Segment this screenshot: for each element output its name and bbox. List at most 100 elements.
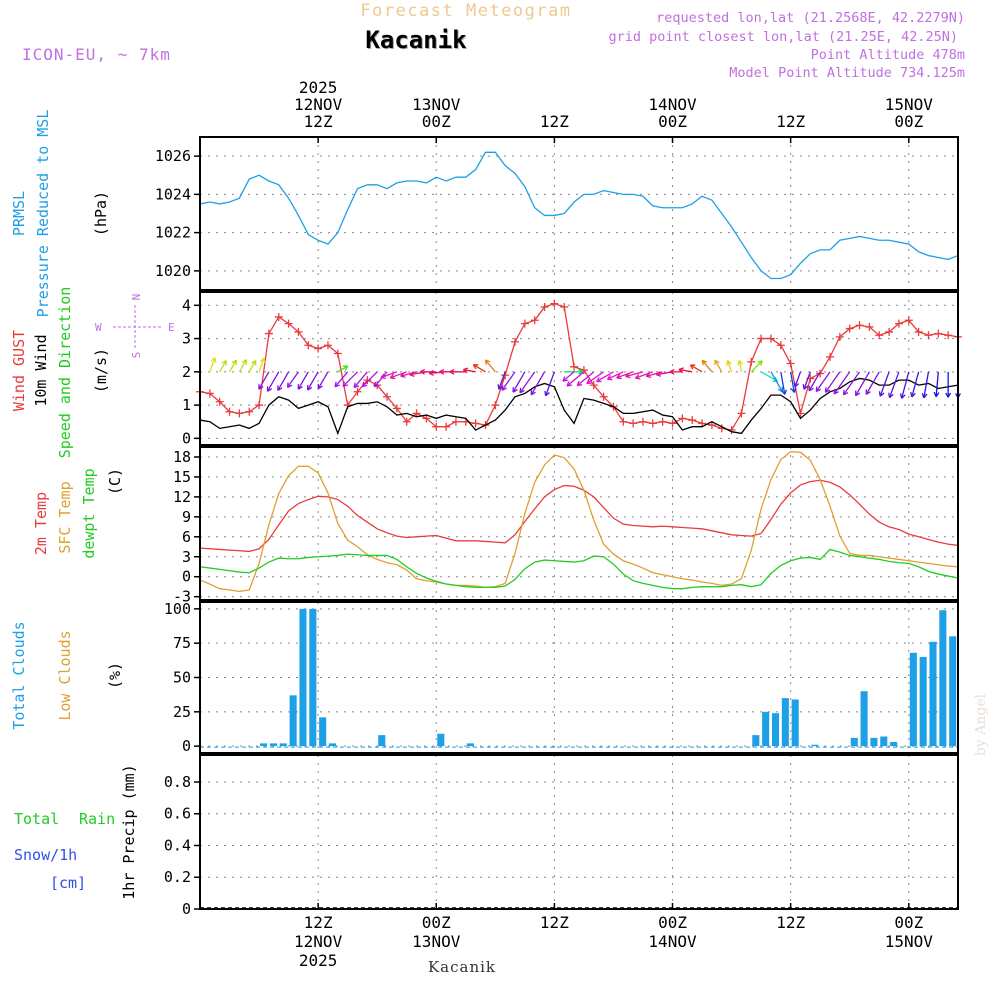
cloud-bar xyxy=(771,713,780,747)
wind-arrow-head xyxy=(258,384,264,390)
gust-marker xyxy=(638,417,647,426)
y-tick-label: 4 xyxy=(182,296,191,314)
wind-arrow-head xyxy=(241,359,248,365)
y-tick-label: 1026 xyxy=(155,147,191,165)
cloud-bar xyxy=(299,608,307,747)
cloud-bar xyxy=(811,744,819,747)
ylabel-2m-temp: 2m Temp xyxy=(32,492,50,555)
wind-arrow xyxy=(678,368,693,373)
compass-north: N xyxy=(130,294,143,301)
y-tick-label: 3 xyxy=(182,548,191,566)
wind-arrow-head xyxy=(462,367,469,374)
header: Forecast Meteogram Kacanik ICON-EU, ~ 7k… xyxy=(22,1,989,976)
cloud-bar xyxy=(880,736,888,747)
wind-arrow xyxy=(248,360,257,373)
wind-arrow-head xyxy=(781,389,788,395)
wind-arrow xyxy=(935,371,939,397)
wind-arrow xyxy=(780,371,786,395)
wind-arrow xyxy=(545,371,556,397)
wind-arrows xyxy=(209,357,961,399)
footer-station: Kacanik xyxy=(428,958,496,976)
ylabel-total: Total xyxy=(14,810,59,828)
gust-marker xyxy=(363,376,372,385)
wind-arrow xyxy=(901,371,910,399)
cloud-bar xyxy=(289,695,297,747)
wind-arrow-head xyxy=(596,376,602,383)
bottom-time-label: 12NOV xyxy=(294,932,343,951)
wind-arrow-head xyxy=(562,376,569,382)
y-tick-label: 0.8 xyxy=(164,773,191,791)
wind-arrow xyxy=(380,371,398,379)
cloud-bar xyxy=(781,698,789,747)
ylabel-precip: 1hr Precip (mm) xyxy=(120,764,138,899)
cloud-bar xyxy=(378,735,386,747)
panel-pressure: 1020 1022 1024 1026 PRMSL Pressure Reduced to… xyxy=(10,110,959,318)
wind-arrow-head xyxy=(512,387,518,393)
gridpoint-coords: grid point closest lon,lat (21.25E, 42.2… xyxy=(609,29,959,45)
wind-arrow-head xyxy=(472,364,479,370)
y-tick-label: 0.2 xyxy=(164,868,191,886)
y-tick-label: 3 xyxy=(182,330,191,348)
ylabel-unit: (C) xyxy=(106,468,124,495)
y-tick-label: 25 xyxy=(173,703,191,721)
ylabel-snow: Snow/1h xyxy=(14,846,77,864)
credit-watermark: by Angel xyxy=(973,693,989,756)
wind-arrow xyxy=(750,360,763,373)
gust-marker xyxy=(619,417,628,426)
wind-arrow-head xyxy=(380,373,386,380)
cloud-bar xyxy=(860,691,868,747)
gust-marker xyxy=(304,341,313,350)
compass-cross xyxy=(113,305,161,349)
bottom-time-label: 00Z xyxy=(894,913,923,932)
wind-arrow-head xyxy=(578,368,584,375)
wind-arrow-head xyxy=(701,359,708,366)
wind-arrow xyxy=(361,371,378,388)
wind-arrow xyxy=(714,359,723,373)
bottom-time-label: 12Z xyxy=(304,913,333,932)
model-altitude: Model Point Altitude 734.125m xyxy=(729,65,965,81)
wind-arrow-head xyxy=(389,373,396,380)
gust-marker xyxy=(333,349,342,358)
product-title: Forecast Meteogram xyxy=(360,1,571,21)
gust-marker xyxy=(826,352,835,361)
wind-arrow xyxy=(307,371,319,391)
panel-frame xyxy=(199,136,959,291)
gust-marker xyxy=(511,337,520,346)
wind-arrow-head xyxy=(757,360,763,366)
wind-arrow-head xyxy=(221,360,227,366)
wind-arrow-head xyxy=(251,360,257,366)
panel-frame xyxy=(199,601,959,754)
y-tick-label: 2 xyxy=(182,363,191,381)
wind-arrow-head xyxy=(714,359,720,366)
y-tick-label: 0.6 xyxy=(164,805,191,823)
gust-marker xyxy=(294,327,303,336)
station-title: Kacanik xyxy=(365,26,467,54)
gust-marker xyxy=(255,401,264,410)
wind-arrow xyxy=(824,371,841,393)
wind-arrow-head xyxy=(484,359,491,365)
gust-marker xyxy=(688,416,697,425)
cloud-bar xyxy=(929,641,937,747)
y-tick-label: 1020 xyxy=(155,262,191,280)
series-dewpt-temp xyxy=(199,548,959,590)
gust-marker xyxy=(205,389,214,398)
gust-marker xyxy=(924,331,933,340)
gust-marker xyxy=(944,331,953,340)
wind-arrow-head xyxy=(449,368,455,375)
gust-marker xyxy=(245,407,254,416)
y-axis-labels: PRMSL Pressure Reduced to MSL (hPa) xyxy=(10,110,110,318)
gust-marker xyxy=(353,387,362,396)
cloud-bar xyxy=(437,733,445,747)
wind-arrow xyxy=(287,371,299,388)
wind-arrow xyxy=(625,371,644,378)
wind-arrow-head xyxy=(945,392,952,398)
wind-arrow xyxy=(790,371,795,393)
wind-arrow xyxy=(865,371,880,395)
series-2m-temp xyxy=(199,479,959,553)
gust-marker xyxy=(658,417,667,426)
gust-marker xyxy=(599,392,608,401)
gust-marker xyxy=(668,419,677,428)
wind-arrow-head xyxy=(259,357,266,364)
cloud-bar xyxy=(260,743,268,747)
